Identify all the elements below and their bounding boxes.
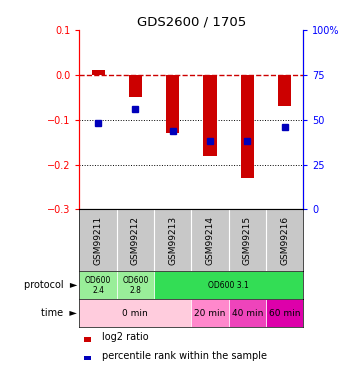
Bar	[229, 299, 266, 327]
Text: GSM99214: GSM99214	[205, 216, 214, 265]
Bar	[79, 271, 117, 299]
Bar	[191, 299, 229, 327]
Bar	[117, 271, 154, 299]
Text: GSM99216: GSM99216	[280, 216, 289, 265]
Bar	[84, 356, 91, 360]
Text: log2 ratio: log2 ratio	[102, 333, 148, 342]
Text: OD600
2.8: OD600 2.8	[122, 276, 149, 295]
Text: GSM99211: GSM99211	[93, 216, 103, 265]
Bar	[79, 299, 191, 327]
Bar	[154, 271, 303, 299]
Bar	[266, 299, 303, 327]
Bar	[84, 338, 91, 342]
Text: time  ►: time ►	[41, 308, 77, 318]
Text: OD600 3.1: OD600 3.1	[208, 281, 249, 290]
Bar	[241, 75, 254, 178]
Text: GSM99212: GSM99212	[131, 216, 140, 265]
Bar	[129, 75, 142, 97]
Text: 0 min: 0 min	[122, 309, 148, 318]
Bar	[166, 75, 179, 133]
Bar	[204, 75, 217, 156]
Bar	[278, 75, 291, 106]
Title: GDS2600 / 1705: GDS2600 / 1705	[137, 16, 246, 29]
Text: OD600
2.4: OD600 2.4	[85, 276, 111, 295]
Text: 60 min: 60 min	[269, 309, 300, 318]
Text: GSM99213: GSM99213	[168, 216, 177, 265]
Bar	[92, 70, 105, 75]
Text: GSM99215: GSM99215	[243, 216, 252, 265]
Text: protocol  ►: protocol ►	[24, 280, 77, 290]
Text: 20 min: 20 min	[194, 309, 226, 318]
Text: 40 min: 40 min	[232, 309, 263, 318]
Text: percentile rank within the sample: percentile rank within the sample	[102, 351, 267, 361]
